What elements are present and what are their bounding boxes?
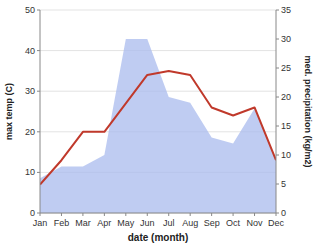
- plot-area: [40, 39, 276, 213]
- y2-tick-label: 0: [281, 208, 286, 218]
- y-tick: [37, 172, 40, 173]
- x-tick: [211, 213, 212, 216]
- y2-tick-label: 5: [281, 179, 286, 189]
- x-tick: [233, 213, 234, 216]
- x-tick: [104, 213, 105, 216]
- y-tick-label: 0: [30, 208, 35, 218]
- y2-tick: [276, 155, 279, 156]
- x-tick: [125, 213, 126, 216]
- x-tick-label: Dec: [268, 218, 285, 228]
- x-tick: [254, 213, 255, 216]
- y-axis-line: [40, 10, 41, 213]
- x-axis-label: date (month): [128, 232, 189, 243]
- y2-tick: [276, 68, 279, 69]
- x-tick-label: Jul: [163, 218, 175, 228]
- x-tick: [82, 213, 83, 216]
- x-tick: [40, 213, 41, 216]
- y-tick-label: 20: [25, 127, 35, 137]
- x-tick: [190, 213, 191, 216]
- y-tick: [37, 131, 40, 132]
- y2-tick: [276, 97, 279, 98]
- y2-axis-line: [276, 10, 277, 213]
- y2-tick-label: 30: [281, 34, 291, 44]
- x-tick: [276, 213, 277, 216]
- y2-tick: [276, 184, 279, 185]
- y2-tick: [276, 39, 279, 40]
- y2-axis-label: med. precipitation (kg/m2): [303, 55, 313, 167]
- y2-tick-label: 20: [281, 92, 291, 102]
- x-tick-label: Aug: [182, 218, 198, 228]
- y-tick-label: 10: [25, 167, 35, 177]
- y-tick: [37, 91, 40, 92]
- x-tick: [147, 213, 148, 216]
- grid-line: [40, 50, 276, 51]
- y-tick-label: 30: [25, 86, 35, 96]
- y-tick-label: 50: [25, 5, 35, 15]
- y2-tick: [276, 126, 279, 127]
- chart: 0 10 20 30 40 50 0 5 10 15 20 25 30 35 Jan Feb Mar Apr May…: [0, 0, 318, 247]
- y-tick-label: 40: [25, 46, 35, 56]
- y-tick: [37, 10, 40, 11]
- x-tick-label: Sep: [204, 218, 220, 228]
- y2-tick-label: 10: [281, 150, 291, 160]
- x-tick-label: Jan: [33, 218, 48, 228]
- y2-tick-label: 35: [281, 5, 291, 15]
- x-axis-line: [40, 213, 276, 214]
- x-tick-label: Feb: [54, 218, 70, 228]
- y-axis-label: max temp (C): [4, 83, 14, 140]
- y2-tick: [276, 10, 279, 11]
- x-tick-label: Nov: [247, 218, 264, 228]
- chart-container: 0 10 20 30 40 50 0 5 10 15 20 25 30 35 Jan Feb Mar Apr May…: [0, 0, 318, 247]
- x-tick-label: Jun: [140, 218, 155, 228]
- x-tick-label: Apr: [97, 218, 111, 228]
- x-tick-label: Mar: [75, 218, 91, 228]
- x-tick: [61, 213, 62, 216]
- y2-tick-label: 15: [281, 121, 291, 131]
- x-tick: [168, 213, 169, 216]
- grid-line: [40, 213, 276, 214]
- y-tick: [37, 50, 40, 51]
- x-tick-label: Oct: [226, 218, 241, 228]
- x-tick-label: May: [117, 218, 135, 228]
- precip-area: [40, 39, 276, 213]
- y2-tick-label: 25: [281, 63, 291, 73]
- grid-line: [40, 10, 276, 11]
- temp-line: [40, 71, 276, 185]
